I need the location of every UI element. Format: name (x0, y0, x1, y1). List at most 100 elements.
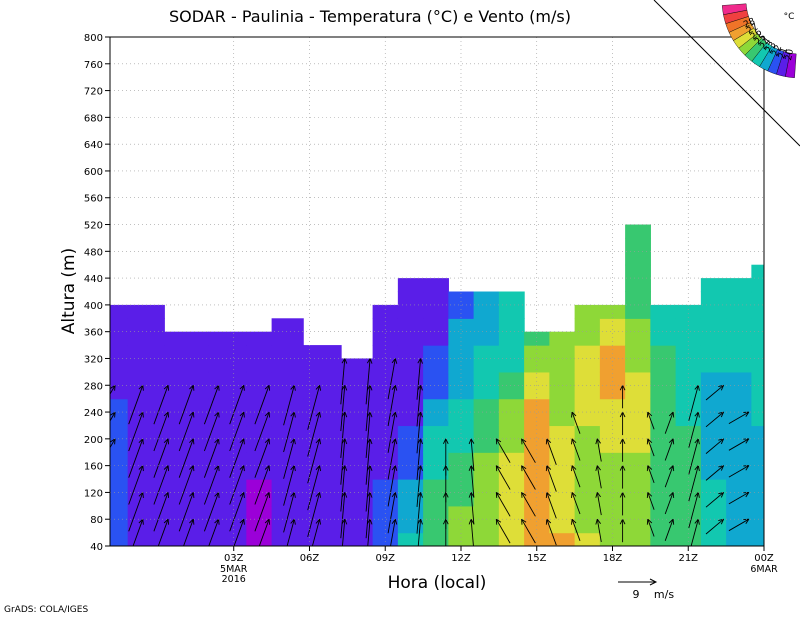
temperature-cell (498, 398, 525, 427)
wind-vector-head (268, 385, 271, 391)
wind-vector (233, 518, 245, 546)
wind-vector-head (214, 384, 219, 390)
wind-vector-head (239, 384, 245, 390)
wind-vector-shaft (690, 519, 699, 546)
wind-vector-head (344, 438, 348, 445)
wind-vector-head (697, 412, 700, 418)
wind-vector-head (264, 411, 270, 417)
wind-vector-head (395, 545, 396, 546)
wind-vector (192, 545, 194, 546)
wind-vector-head (394, 385, 398, 391)
wind-vector-head (243, 545, 245, 546)
wind-vector-shaft (178, 385, 194, 425)
wind-vector-head (595, 438, 598, 445)
wind-vector-shaft (218, 545, 219, 546)
wind-vector-shaft (254, 438, 270, 478)
wind-vector (254, 411, 271, 452)
wind-vector-head (720, 519, 725, 525)
temperature-cell (397, 318, 424, 346)
wind-vector-head (546, 492, 552, 497)
wind-vector-head (420, 492, 423, 498)
wind-vector (153, 384, 170, 425)
wind-vector-head (622, 438, 626, 444)
wind-vector-shaft (596, 519, 602, 542)
wind-vector-head (218, 545, 220, 546)
temperature-cell (524, 345, 550, 373)
wind-vector (311, 518, 322, 546)
wind-vector-shaft (728, 438, 750, 451)
wind-vector (128, 411, 144, 452)
temperature-cell (423, 452, 449, 480)
wind-vector (545, 465, 557, 492)
wind-vector-head (622, 385, 626, 391)
wind-vector-head (672, 465, 675, 472)
wind-vector (229, 465, 245, 505)
wind-vector-shaft (387, 492, 396, 534)
x-tick-date-label: 6MAR (750, 564, 778, 575)
temperature-cell (599, 452, 626, 480)
wind-vector (254, 492, 271, 532)
wind-vector (595, 518, 602, 542)
wind-vector (283, 438, 296, 479)
temperature-cell (372, 532, 399, 546)
wind-vector (203, 438, 220, 478)
wind-vector-head (142, 545, 143, 546)
wind-vector-shaft (110, 438, 116, 449)
wind-vector-head (370, 545, 371, 546)
temperature-cell (498, 291, 525, 319)
wind-vector-head (217, 545, 219, 546)
wind-vector-head (167, 492, 170, 498)
wind-vector (721, 545, 724, 546)
temperature-cell (110, 479, 129, 507)
wind-vector-head (344, 358, 348, 364)
wind-vector-shaft (688, 411, 699, 448)
wind-vector-head (720, 438, 725, 445)
wind-vector-shaft (672, 545, 674, 546)
temperature-cell (341, 532, 374, 546)
wind-vector-head (218, 465, 220, 472)
temperature-cell (303, 532, 342, 546)
y-tick-label: 360 (84, 328, 103, 339)
wind-vector-head (694, 492, 699, 497)
wind-vector (495, 492, 511, 517)
temperature-cell (625, 479, 651, 507)
wind-vector-head (189, 438, 194, 444)
wind-vector-shaft (258, 519, 270, 546)
wind-vector (688, 465, 700, 502)
wind-vector-head (293, 438, 296, 445)
wind-vector (619, 438, 626, 462)
wind-vector-shaft (647, 465, 655, 484)
y-tick-label: 440 (84, 274, 103, 285)
y-tick-label: 240 (84, 408, 103, 419)
x-tick-date-label: 2016 (222, 574, 246, 585)
temperature-cell (246, 532, 273, 546)
wind-vector (387, 411, 398, 453)
y-tick-label: 120 (84, 488, 103, 499)
wind-vector-head (545, 519, 548, 525)
x-tick-label: 12Z (451, 553, 471, 564)
wind-vector (153, 438, 170, 478)
wind-vector-head (168, 545, 169, 546)
temperature-cell (574, 345, 601, 373)
wind-vector (203, 411, 220, 452)
temperature-cell (599, 318, 626, 346)
wind-vector-shaft (283, 385, 295, 426)
wind-vector-shaft (390, 519, 396, 546)
wind-vector-head (697, 438, 700, 445)
wind-vector-head (114, 412, 116, 418)
wind-vector-shaft (283, 465, 295, 506)
wind-vector-shaft (416, 358, 422, 400)
wind-vector-head (167, 465, 170, 472)
wind-vector-shaft (110, 385, 116, 396)
wind-vector-shaft (647, 545, 649, 546)
wind-vector-head (445, 438, 449, 444)
temperature-cell (498, 371, 525, 400)
wind-vector-head (420, 545, 422, 546)
wind-vector (369, 545, 371, 546)
wind-vector-head (622, 411, 626, 418)
wind-vector (340, 358, 348, 405)
wind-vector-shaft (340, 438, 346, 485)
wind-vector-head (521, 492, 527, 496)
wind-vector-shaft (369, 545, 371, 546)
